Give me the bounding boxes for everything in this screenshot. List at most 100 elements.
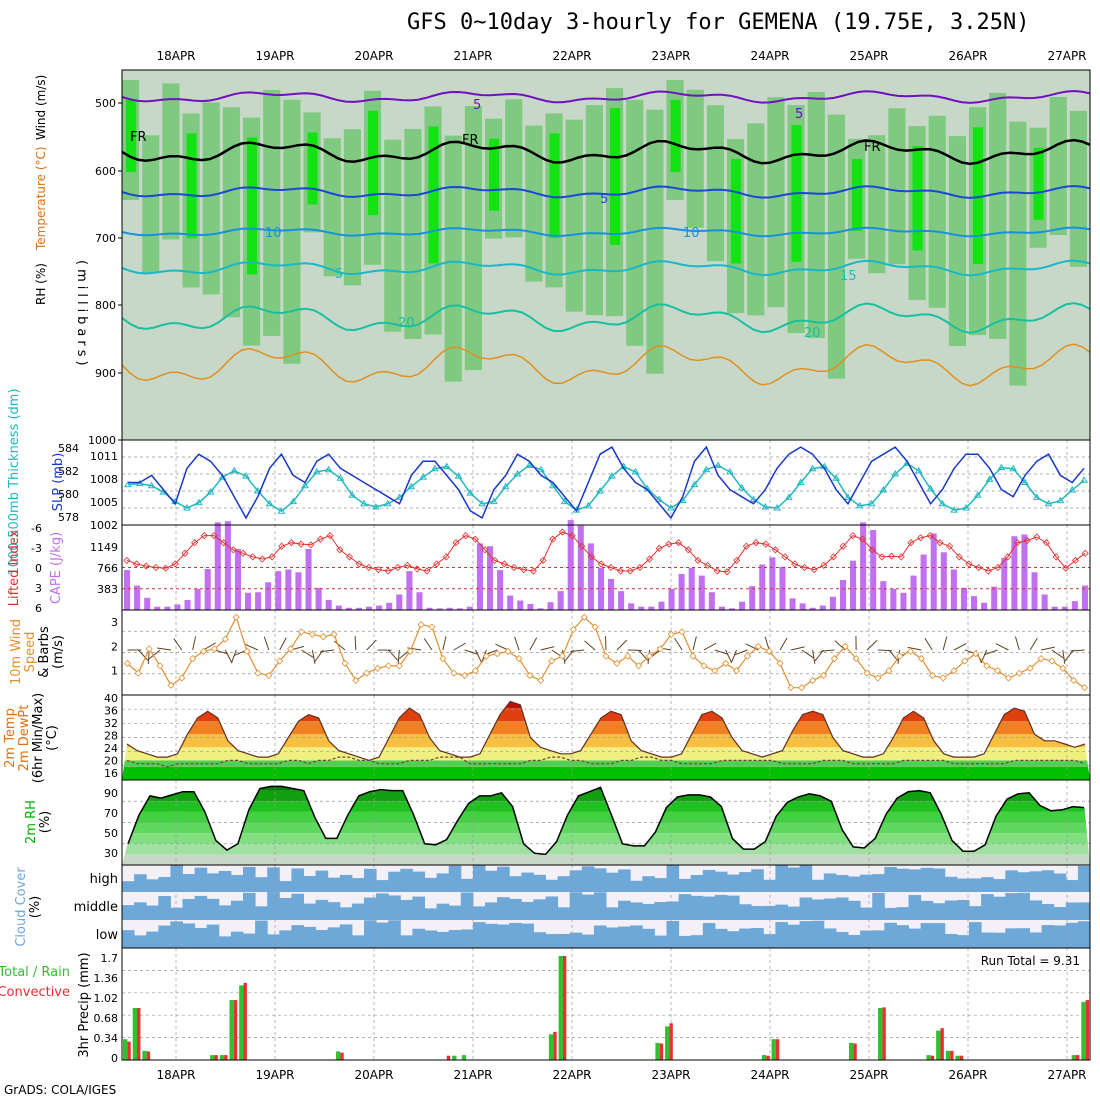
thickness-line-point (513, 470, 522, 477)
thickness-line-point (147, 481, 156, 489)
cloud-bar (678, 935, 692, 948)
cape-bar (1021, 534, 1028, 610)
slp-line (128, 445, 1085, 520)
cloud-bar (666, 865, 680, 892)
rh-line (127, 785, 1085, 856)
precip-tick-label: 1.7 (101, 952, 119, 965)
wind-barb (464, 649, 479, 655)
cloud-bar (485, 902, 498, 920)
wind-speed-point (917, 655, 925, 663)
thickness-line-point (938, 499, 947, 507)
thickness-line-point (832, 474, 841, 481)
lifted-index-point (742, 542, 750, 550)
cloud-bar (170, 907, 183, 920)
cape-bar (174, 604, 181, 610)
cloud-bar (775, 865, 788, 892)
thickness-line-point (808, 464, 817, 472)
wind-barb (814, 649, 824, 662)
thickness-line-point (761, 502, 770, 510)
cloud-bar (896, 925, 909, 948)
wind-axis-label: 10m Wind Speed & Barbs (m/s) (9, 619, 66, 685)
rh-field-patch (868, 135, 886, 274)
cloud-bar (630, 880, 643, 892)
rh-field-patch (505, 99, 523, 238)
cloud-bar (303, 926, 317, 948)
rh-field-patch (852, 158, 863, 231)
cape-bar (124, 570, 131, 610)
slp-axis-label-text: SLP (mb) (51, 453, 66, 512)
thickness-line-point (478, 499, 486, 507)
precip-total-bar (849, 1042, 854, 1060)
cape-bar (335, 605, 342, 610)
lifted-index-point (897, 553, 905, 561)
pressure-tick-label: 600 (95, 165, 116, 178)
thickness-line-point (348, 491, 357, 498)
cloud-bar (206, 924, 220, 948)
cloud-bar (908, 895, 922, 920)
wind-speed-point (776, 659, 784, 667)
wind-speed-point (504, 647, 512, 655)
lifted-index-point (268, 553, 276, 561)
wind-speed-point (667, 630, 675, 638)
wind-speed-point (689, 652, 697, 660)
cloud-bar (593, 868, 607, 892)
cloud-bar (315, 899, 329, 920)
thickness-line-point (1056, 496, 1065, 504)
cloud-bar (606, 872, 619, 892)
lifted-index-point (171, 560, 179, 568)
cloud-bar (763, 879, 776, 892)
temp-axis-label-text: 2m DewPt (17, 705, 32, 772)
thickness-line-point (454, 472, 463, 479)
lifted-index-point (374, 566, 383, 574)
cloud-bar (884, 907, 897, 920)
thickness-line-point (489, 497, 498, 505)
cape-bar (255, 592, 262, 610)
lifted-index-point (936, 539, 944, 547)
pressure-tick-label: 700 (95, 232, 116, 245)
wind-speed-point (189, 655, 197, 663)
cape-bar (366, 606, 373, 610)
thickness-line-point (962, 504, 970, 511)
rh-field-patch (1049, 96, 1067, 235)
wind-speed-point (178, 674, 186, 682)
cloud-bar (714, 894, 728, 920)
cloud-bar (690, 875, 704, 892)
cloud-bar (267, 867, 280, 892)
cloud-bar (618, 926, 631, 948)
cape-bar (618, 591, 625, 610)
rh-field-patch (670, 100, 681, 173)
wind-barb (1051, 649, 1064, 659)
wind-speed-point (395, 662, 403, 670)
lifted-index-point (287, 539, 295, 547)
wind-speed-point (830, 655, 838, 663)
wind-speed-point (972, 650, 980, 658)
date-label-bottom: 22APR (552, 1068, 591, 1082)
cloud-bar (654, 878, 667, 892)
pressure-tick-label: 900 (95, 367, 116, 380)
rh-field-patch (807, 92, 825, 339)
wind-barb (540, 646, 555, 651)
thickness-line-point (525, 461, 534, 468)
wind-barb (1040, 646, 1055, 651)
lifted-index-point (829, 553, 838, 561)
cloud-bar (436, 873, 450, 892)
rh-band (122, 811, 1090, 823)
cloud-bar (932, 903, 946, 920)
thickness-line-point (1080, 476, 1088, 483)
thickness-line-point (360, 499, 368, 507)
rh-field-patch (1033, 147, 1044, 220)
cape-bar (819, 605, 826, 610)
wind-barb (734, 649, 748, 656)
cloud-bar (376, 880, 389, 892)
cloud-bar (388, 895, 401, 920)
cloud-bar (751, 906, 764, 920)
cloud-bar (400, 935, 413, 948)
precip-total-bar (229, 1000, 234, 1060)
cloud-bar (654, 902, 667, 920)
rh-field-patch (307, 132, 318, 205)
thickness-line-point (183, 504, 191, 511)
cloud-bar (1005, 893, 1018, 920)
thickness-line-point (608, 472, 616, 479)
lifted-index-point (1004, 553, 1012, 561)
cloud-bar (218, 936, 232, 948)
